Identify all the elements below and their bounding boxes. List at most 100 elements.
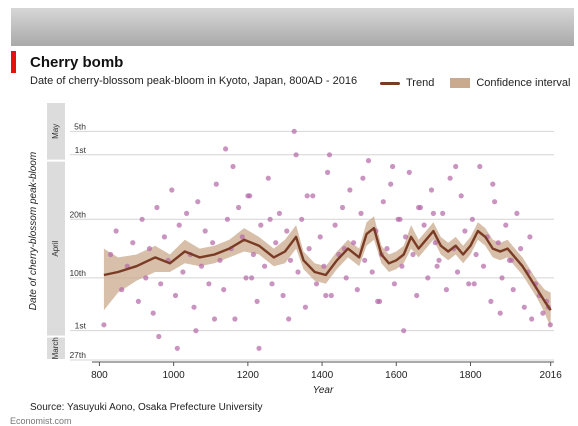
data-point (236, 204, 242, 211)
data-point (375, 298, 381, 304)
month-band-0 (47, 337, 65, 359)
month-band-1 (47, 161, 65, 336)
data-point (416, 204, 422, 211)
data-point (380, 199, 386, 205)
data-point (495, 240, 501, 246)
data-point (321, 263, 327, 269)
data-point (211, 316, 218, 322)
data-point (488, 298, 494, 304)
data-point (230, 163, 236, 170)
trend-line (103, 226, 552, 311)
source-note: Source: Yasuyuki Aono, Osaka Prefecture … (30, 402, 263, 413)
data-point (490, 181, 496, 187)
data-point (150, 310, 156, 316)
data-point (466, 281, 472, 287)
data-point (414, 292, 420, 299)
data-point (332, 222, 338, 228)
accent-bar (11, 51, 16, 73)
data-point (391, 281, 397, 287)
header-band (11, 8, 574, 46)
data-point (403, 234, 409, 240)
data-point (198, 263, 205, 269)
data-point (101, 322, 107, 328)
data-point (499, 275, 505, 281)
legend: Trend Confidence interval (380, 77, 571, 89)
data-point (195, 199, 201, 205)
data-point (280, 292, 286, 299)
data-point (217, 257, 223, 263)
data-point (518, 246, 524, 252)
data-point (156, 333, 162, 340)
brand-footer: Economist.com (10, 416, 72, 426)
data-point (388, 181, 394, 187)
data-point (369, 269, 375, 275)
data-point (304, 193, 310, 199)
data-point (258, 222, 264, 228)
data-point (323, 292, 329, 299)
data-point (462, 228, 468, 234)
x-tick-label: 1600 (385, 370, 408, 381)
data-point (154, 204, 160, 211)
y-axis-title: Date of cherry-blossom peak-bloom (28, 152, 39, 310)
x-tick-label: 800 (91, 370, 108, 381)
legend-ci-label: Confidence interval (476, 77, 571, 89)
data-point (326, 152, 333, 158)
data-point (269, 281, 275, 287)
month-band-label-1: April (51, 240, 60, 256)
data-point (172, 292, 179, 299)
data-point (291, 128, 297, 134)
data-point (527, 234, 533, 240)
data-point (471, 281, 477, 287)
data-point (224, 216, 230, 222)
data-point (390, 163, 396, 170)
data-point (119, 287, 125, 293)
data-point (399, 263, 405, 269)
data-point (325, 169, 331, 175)
y-tick-label: 27th (69, 350, 86, 360)
data-point (174, 345, 180, 351)
legend-trend-label: Trend (406, 77, 435, 89)
data-point (425, 275, 431, 281)
data-point (245, 193, 251, 199)
data-point (492, 199, 498, 205)
data-point (176, 222, 182, 228)
data-point (521, 304, 527, 310)
data-point (510, 287, 516, 293)
data-point (302, 304, 308, 310)
data-point (221, 287, 227, 293)
data-point (249, 275, 255, 281)
data-point (286, 316, 292, 322)
x-tick-label: 1000 (163, 370, 186, 381)
data-point (477, 163, 483, 170)
chart-subtitle: Date of cherry-blossom peak-bloom in Kyo… (30, 75, 358, 87)
data-point (354, 287, 360, 293)
data-point (262, 263, 268, 269)
data-point (503, 222, 509, 228)
y-tick-label: 5th (74, 121, 86, 131)
data-point (161, 234, 167, 240)
data-point (108, 251, 114, 258)
data-point (351, 240, 357, 246)
data-point (169, 187, 175, 193)
data-point (430, 210, 436, 216)
data-point (384, 246, 390, 252)
data-point (360, 175, 366, 181)
data-point (514, 210, 520, 216)
data-point (540, 310, 546, 316)
data-point (130, 240, 136, 246)
data-point (547, 322, 553, 328)
y-tick-label: 20th (69, 209, 86, 219)
data-point (295, 269, 301, 275)
data-point (343, 275, 349, 281)
data-point (250, 251, 256, 258)
data-point (339, 204, 346, 211)
data-point (213, 181, 219, 187)
data-point (293, 152, 299, 158)
data-point (497, 310, 503, 316)
data-point (428, 187, 435, 193)
data-point (313, 281, 320, 287)
data-point (232, 316, 238, 322)
data-point (267, 216, 273, 222)
data-point (436, 257, 442, 263)
